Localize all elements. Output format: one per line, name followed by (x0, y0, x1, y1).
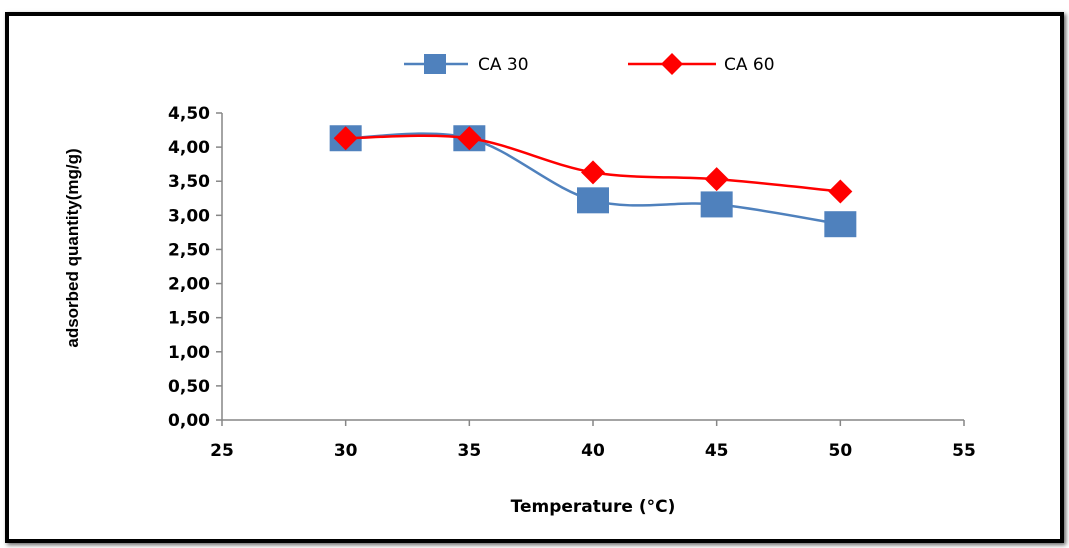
chart-frame (5, 12, 1064, 543)
data-point-ca30 (824, 211, 857, 238)
data-point-ca30 (577, 187, 609, 214)
y-tick-label: 2,50 (168, 240, 210, 260)
data-point-ca30 (700, 191, 733, 218)
axes: 0,00 0,50 1,00 1,50 2,00 2,50 3,00 3,50 4,00 4,50… (168, 104, 976, 461)
y-tick-label: 2,00 (168, 275, 210, 295)
y-tick-label: 1,50 (168, 309, 210, 329)
x-tick-label: 50 (828, 441, 852, 461)
legend-label-ca60: CA 60 (724, 55, 775, 75)
x-axis-label: Temperature (°C) (511, 497, 676, 517)
data-point-ca60 (457, 126, 482, 151)
y-axis-label: adsorbed quantity(mg/g) (63, 148, 82, 347)
x-tick-label: 55 (952, 441, 976, 461)
y-tick-label: 4,00 (168, 138, 210, 158)
data-point-ca60 (704, 167, 729, 192)
x-tick-label: 25 (210, 441, 234, 461)
y-tick-label: 4,50 (168, 104, 210, 124)
data-point-ca60 (828, 179, 853, 204)
legend-label-ca30: CA 30 (478, 55, 529, 75)
data-point-ca60 (333, 126, 358, 151)
series-layer (329, 125, 857, 238)
x-tick-label: 45 (705, 441, 729, 461)
y-tick-label: 0,50 (168, 377, 210, 397)
data-point-ca60 (581, 160, 605, 185)
legend-marker-ca60 (661, 53, 683, 75)
y-tick-label: 0,00 (168, 411, 210, 431)
legend-marker-ca30 (424, 54, 446, 74)
x-tick-label: 35 (457, 441, 481, 461)
legend: CA 30 CA 60 (404, 53, 775, 75)
y-tick-label: 3,50 (168, 172, 210, 192)
y-tick-label: 1,00 (168, 343, 210, 363)
x-tick-label: 40 (581, 441, 605, 461)
y-tick-label: 3,00 (168, 206, 210, 226)
x-tick-label: 30 (334, 441, 358, 461)
